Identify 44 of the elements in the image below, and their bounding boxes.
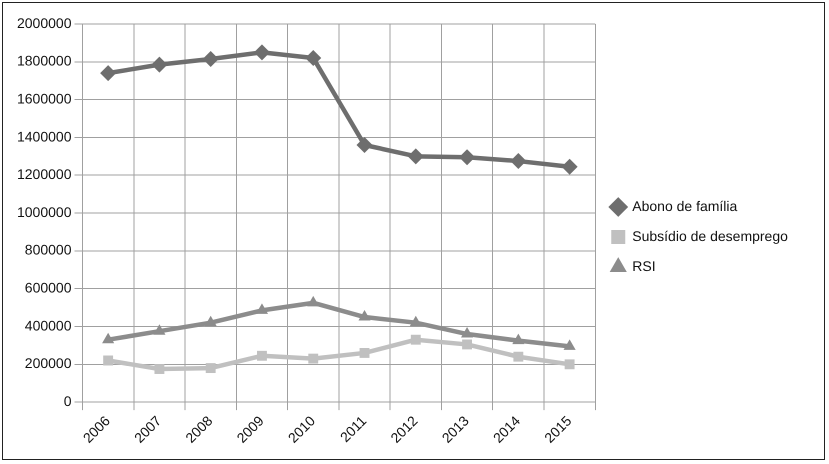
point (151, 56, 168, 73)
point (257, 350, 267, 361)
point (360, 348, 370, 358)
legend-label: RSI (632, 258, 656, 274)
point (358, 310, 371, 321)
point (206, 363, 216, 374)
point (408, 148, 424, 164)
point (204, 316, 217, 326)
point (564, 359, 575, 370)
y-tick-label: 800000 (24, 242, 72, 258)
point (254, 44, 270, 60)
y-tick-label: 1800000 (16, 52, 72, 69)
y-tick-label: 2000000 (16, 14, 72, 31)
point (512, 334, 524, 344)
point (154, 364, 164, 374)
point (462, 339, 472, 350)
point (202, 50, 219, 67)
y-tick-label: 1200000 (16, 166, 72, 182)
y-tick-label: 1600000 (16, 90, 72, 106)
y-tick-label: 0 (64, 392, 72, 409)
point (410, 334, 421, 345)
point (308, 354, 318, 364)
point (510, 153, 526, 170)
legend-label: Subsídio de desemprego (632, 228, 788, 244)
legend-label: Abono de família (632, 198, 738, 214)
point (256, 303, 268, 314)
point (410, 316, 422, 326)
y-tick-label: 400000 (24, 317, 72, 334)
y-tick-label: 200000 (24, 355, 72, 372)
point (356, 136, 373, 153)
point (307, 296, 320, 306)
point (153, 324, 166, 335)
point (305, 50, 322, 66)
y-tick-label: 600000 (24, 280, 72, 296)
y-tick-label: 1400000 (16, 128, 72, 144)
point (513, 352, 524, 362)
point (100, 65, 116, 82)
point (103, 356, 114, 366)
point (562, 158, 578, 175)
point (564, 339, 576, 350)
point (102, 332, 114, 344)
point (461, 327, 474, 338)
point (459, 149, 476, 166)
y-tick-label: 1000000 (16, 204, 72, 220)
